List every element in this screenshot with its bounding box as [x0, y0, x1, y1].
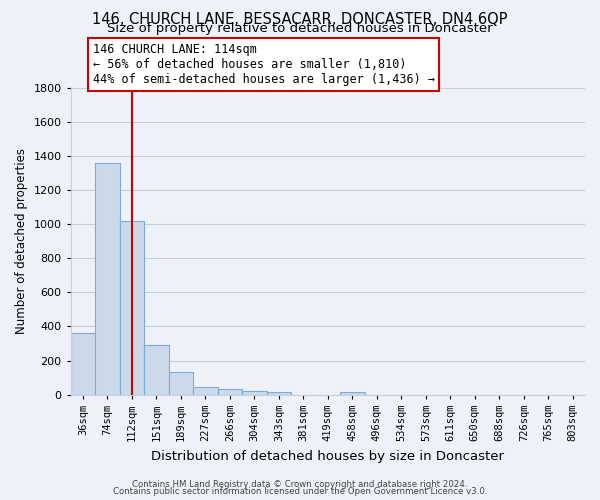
- Bar: [266, 392, 291, 394]
- Y-axis label: Number of detached properties: Number of detached properties: [15, 148, 28, 334]
- Bar: [144, 345, 169, 395]
- Bar: [242, 391, 266, 394]
- Bar: [340, 392, 365, 394]
- Text: Contains public sector information licensed under the Open Government Licence v3: Contains public sector information licen…: [113, 487, 487, 496]
- Bar: [193, 388, 218, 394]
- Bar: [71, 333, 95, 394]
- X-axis label: Distribution of detached houses by size in Doncaster: Distribution of detached houses by size …: [151, 450, 505, 462]
- Bar: [218, 388, 242, 394]
- Bar: [169, 372, 193, 394]
- Text: 146 CHURCH LANE: 114sqm
← 56% of detached houses are smaller (1,810)
44% of semi: 146 CHURCH LANE: 114sqm ← 56% of detache…: [93, 43, 435, 86]
- Text: 146, CHURCH LANE, BESSACARR, DONCASTER, DN4 6QP: 146, CHURCH LANE, BESSACARR, DONCASTER, …: [92, 12, 508, 26]
- Bar: [95, 162, 119, 394]
- Text: Contains HM Land Registry data © Crown copyright and database right 2024.: Contains HM Land Registry data © Crown c…: [132, 480, 468, 489]
- Text: Size of property relative to detached houses in Doncaster: Size of property relative to detached ho…: [107, 22, 493, 35]
- Bar: [119, 220, 144, 394]
